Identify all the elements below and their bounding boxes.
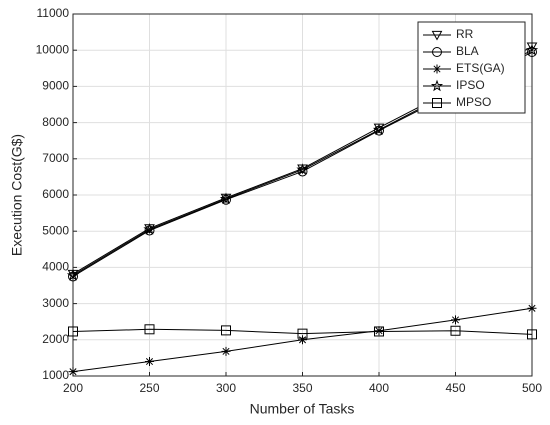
data-point bbox=[296, 163, 309, 175]
data-point bbox=[374, 326, 384, 337]
x-tick-label: 450 bbox=[445, 381, 465, 395]
data-point bbox=[372, 123, 386, 136]
y-tick-label: 6000 bbox=[42, 187, 69, 201]
legend-label: RR bbox=[456, 27, 474, 41]
y-tick-label: 8000 bbox=[42, 115, 69, 129]
data-point bbox=[527, 303, 537, 313]
y-tick-label: 5000 bbox=[42, 223, 69, 237]
y-tick-label: 7000 bbox=[42, 151, 69, 165]
data-point bbox=[143, 222, 156, 235]
y-tick-label: 4000 bbox=[42, 260, 69, 274]
data-point bbox=[221, 325, 231, 336]
legend-label: BLA bbox=[456, 44, 479, 58]
y-tick-label: 11000 bbox=[37, 6, 70, 20]
data-point bbox=[144, 225, 155, 236]
x-tick-label: 500 bbox=[522, 381, 542, 395]
data-point bbox=[219, 192, 233, 205]
data-point bbox=[374, 326, 384, 336]
data-point bbox=[298, 335, 307, 345]
x-axis-title: Number of Tasks bbox=[250, 401, 355, 417]
y-tick-label: 2000 bbox=[42, 332, 69, 346]
data-point bbox=[144, 324, 155, 335]
x-tick-label: 350 bbox=[292, 381, 312, 395]
data-point bbox=[527, 329, 537, 340]
legend-marker bbox=[432, 98, 442, 108]
y-tick-label: 1000 bbox=[42, 368, 69, 382]
legend-label: ETS(GA) bbox=[456, 61, 505, 75]
data-point bbox=[526, 42, 538, 53]
legend-marker bbox=[431, 30, 443, 41]
data-point bbox=[66, 268, 80, 281]
data-point bbox=[451, 315, 460, 325]
y-tick-label: 10000 bbox=[36, 42, 70, 56]
data-point bbox=[68, 326, 78, 337]
y-tick-label: 9000 bbox=[42, 79, 69, 93]
legend-label: MPSO bbox=[456, 95, 491, 109]
x-tick-label: 250 bbox=[139, 381, 159, 395]
y-axis-title: Execution Cost(G$) bbox=[9, 134, 25, 256]
data-point bbox=[68, 271, 78, 282]
legend-label: IPSO bbox=[456, 78, 485, 92]
legend-marker bbox=[432, 64, 442, 74]
data-point bbox=[221, 346, 231, 356]
legend-marker bbox=[432, 47, 442, 57]
y-tick-label: 3000 bbox=[42, 296, 69, 310]
data-point bbox=[525, 43, 539, 56]
data-point bbox=[145, 357, 154, 367]
x-tick-label: 400 bbox=[369, 381, 389, 395]
x-tick-label: 200 bbox=[63, 381, 83, 395]
x-tick-label: 300 bbox=[216, 381, 236, 395]
data-point bbox=[68, 367, 78, 377]
plot-frame bbox=[72, 13, 533, 377]
data-point bbox=[297, 328, 308, 339]
series-line bbox=[72, 328, 533, 335]
legend-marker bbox=[430, 79, 444, 92]
data-point bbox=[450, 325, 461, 336]
